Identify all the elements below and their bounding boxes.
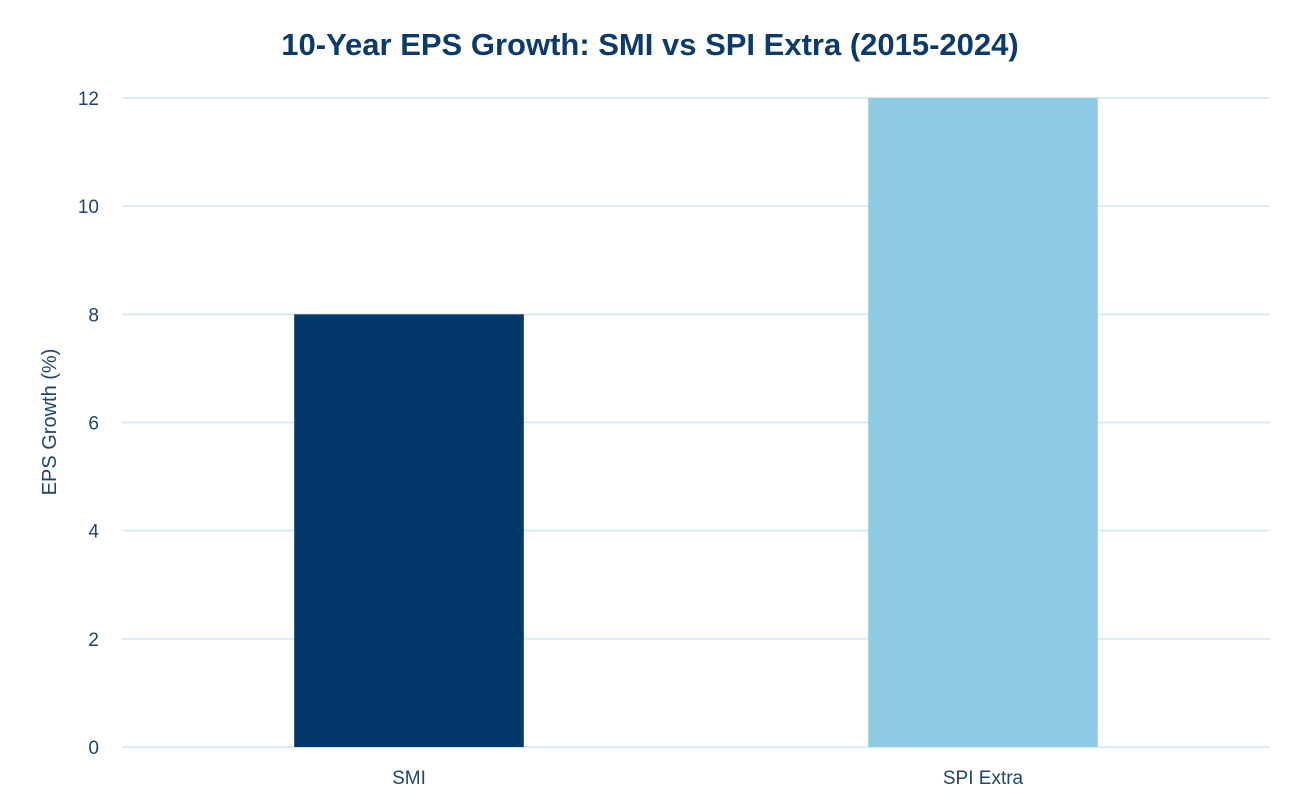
y-tick-label: 8 (88, 305, 99, 326)
y-tick-label: 6 (88, 414, 99, 435)
chart-title: 10-Year EPS Growth: SMI vs SPI Extra (20… (281, 27, 1018, 62)
y-tick-label: 0 (88, 738, 99, 759)
x-tick-label: SPI Extra (943, 768, 1024, 789)
y-tick-label: 10 (78, 197, 99, 218)
x-tick-label: SMI (392, 768, 426, 789)
y-tick-label: 2 (88, 630, 99, 651)
y-tick-labels: 0 2 4 6 8 10 12 (78, 89, 100, 759)
x-tick-labels: SMI SPI Extra (392, 768, 1023, 789)
y-tick-label: 4 (88, 522, 99, 543)
bar-spi-extra (868, 98, 1098, 747)
y-axis-label: EPS Growth (%) (39, 349, 61, 496)
y-tick-label: 12 (78, 89, 99, 110)
bars (294, 98, 1098, 747)
bar-smi (294, 314, 524, 747)
